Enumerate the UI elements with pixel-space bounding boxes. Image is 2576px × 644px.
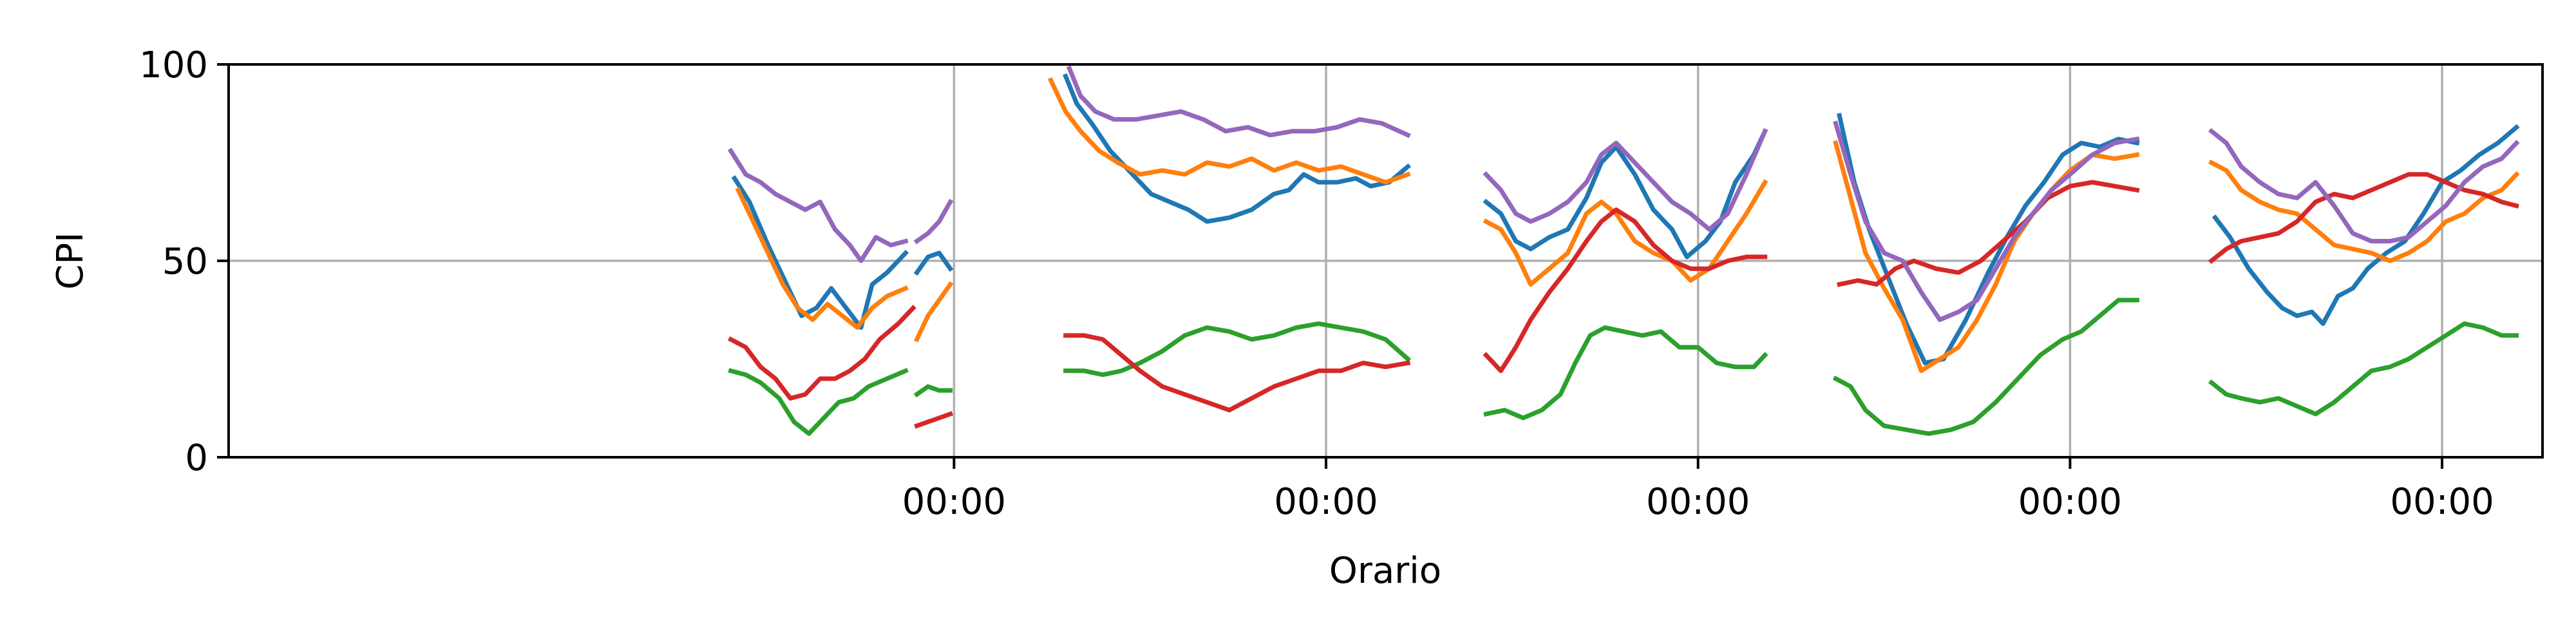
x-tick-label: 00:00	[1646, 481, 1750, 523]
y-axis-label: CPI	[50, 232, 91, 289]
series-line-segment	[2208, 128, 2520, 243]
series-line-segment	[1047, 77, 1411, 185]
series-line-segment	[735, 187, 909, 330]
series-line-segment	[2208, 172, 2519, 264]
series-line-segment	[913, 251, 954, 276]
y-tick-label: 0	[185, 437, 208, 479]
series-line-segment	[1832, 298, 2139, 436]
series-line-segment	[1483, 325, 1768, 421]
y-axis-ticks: 0 50 100	[139, 44, 229, 479]
x-tick-label: 00:00	[2018, 481, 2122, 523]
series-line-segment	[1063, 321, 1412, 377]
y-tick-label: 50	[162, 241, 208, 283]
series-line-segment	[1837, 113, 2140, 366]
grid	[229, 63, 2543, 459]
series-line-segment	[727, 147, 909, 263]
x-tick-label: 00:00	[2390, 481, 2494, 523]
series-lines	[727, 65, 2520, 436]
y-tick-label: 100	[139, 44, 208, 86]
series-line-segment	[914, 281, 954, 343]
series-line-segment	[1066, 65, 1411, 138]
x-tick-label: 00:00	[902, 481, 1006, 523]
series-line-segment	[1833, 120, 2140, 322]
series-line-segment	[731, 175, 909, 330]
series-line-segment	[1063, 73, 1412, 224]
series-line-segment	[2208, 321, 2519, 417]
series-line-segment	[1837, 180, 2140, 287]
series-line-segment	[2211, 124, 2520, 327]
x-axis-label: Orario	[1329, 550, 1441, 592]
series-line-segment	[728, 368, 909, 436]
series-line-segment	[913, 384, 953, 398]
series-line-segment	[1063, 333, 1411, 413]
series-line-segment	[728, 305, 916, 401]
series-line-segment	[1482, 128, 1768, 232]
series-line-segment	[1482, 207, 1768, 374]
series-line-segment	[1482, 179, 1768, 287]
series-line-segment	[913, 198, 954, 245]
x-tick-label: 00:00	[1274, 481, 1378, 523]
series-line-segment	[914, 411, 954, 429]
series-line-segment	[2208, 159, 2520, 263]
